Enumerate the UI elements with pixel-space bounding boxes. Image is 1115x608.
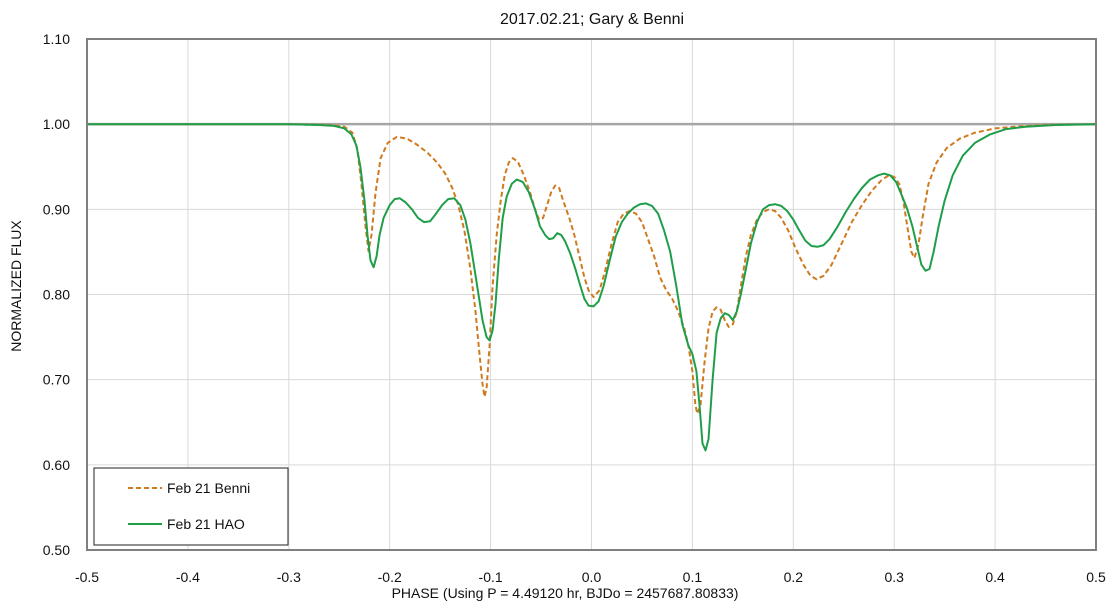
x-tick-label: 0.3 bbox=[884, 569, 904, 585]
y-tick-label: 0.90 bbox=[43, 201, 70, 217]
x-tick-label: -0.2 bbox=[378, 569, 402, 585]
plot-area-frame bbox=[86, 38, 1097, 551]
y-tick-label: 1.10 bbox=[43, 31, 70, 47]
y-tick-label: 1.00 bbox=[43, 116, 70, 132]
x-tick-label: -0.4 bbox=[176, 569, 200, 585]
chart-title: 2017.02.21; Gary & Benni bbox=[500, 11, 684, 28]
x-axis-title: PHASE (Using P = 4.49120 hr, BJDo = 2457… bbox=[392, 585, 739, 601]
x-tick-label: -0.1 bbox=[479, 569, 503, 585]
x-tick-label: 0.2 bbox=[784, 569, 804, 585]
x-tick-label: 0.1 bbox=[683, 569, 703, 585]
legend-label-hao: Feb 21 HAO bbox=[167, 516, 245, 532]
y-axis-title: NORMALIZED FLUX bbox=[8, 220, 24, 352]
x-tick-label: 0.4 bbox=[985, 569, 1005, 585]
series-line-hao bbox=[87, 123, 1097, 452]
x-tick-label: -0.5 bbox=[75, 569, 99, 585]
legend: Feb 21 Benni Feb 21 HAO bbox=[93, 467, 289, 546]
y-tick-label: 0.70 bbox=[43, 372, 70, 388]
y-tick-label: 0.50 bbox=[43, 542, 70, 558]
x-tick-label: 0.5 bbox=[1086, 569, 1106, 585]
x-tick-label: -0.3 bbox=[277, 569, 301, 585]
y-tick-label: 0.80 bbox=[43, 287, 70, 303]
series-line-benni bbox=[87, 123, 1097, 415]
y-tick-labels: 0.50 0.60 0.70 0.80 0.90 1.00 1.10 bbox=[43, 31, 70, 558]
y-tick-label: 0.60 bbox=[43, 457, 70, 473]
legend-label-benni: Feb 21 Benni bbox=[167, 480, 250, 496]
x-tick-label: 0.0 bbox=[582, 569, 602, 585]
series-layer bbox=[87, 123, 1097, 452]
x-tick-labels: -0.5 -0.4 -0.3 -0.2 -0.1 0.0 0.1 0.2 0.3 0.4 0.5 bbox=[75, 569, 1106, 585]
legend-box bbox=[93, 467, 289, 546]
